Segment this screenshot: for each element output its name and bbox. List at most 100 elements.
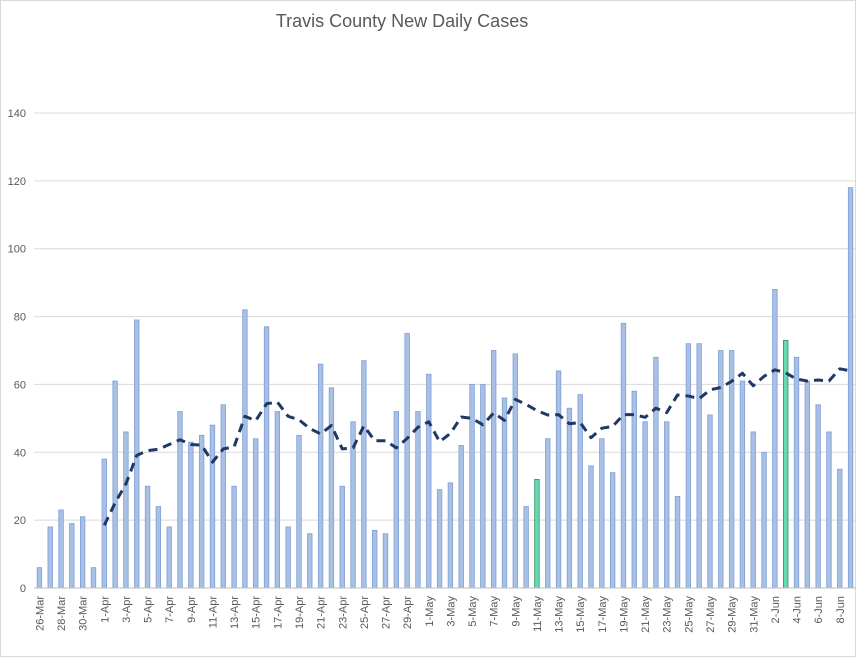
moving-average-line	[102, 367, 851, 526]
bar	[69, 523, 75, 589]
x-tick-label: 3-May	[445, 596, 457, 627]
bar	[393, 411, 399, 589]
bar	[555, 370, 562, 589]
bar	[436, 489, 443, 589]
bar	[620, 322, 627, 589]
x-tick-label: 31-May	[748, 596, 760, 633]
x-tick-label: 8-Jun	[835, 596, 847, 624]
x-tick-label: 17-May	[597, 596, 609, 633]
y-tick-label: 100	[8, 244, 26, 256]
x-tick-label: 28-Mar	[56, 596, 68, 631]
x-tick-label: 7-May	[489, 596, 501, 627]
x-axis-ticks: 26-Mar 28-Mar 30-Mar 1-Apr 3-Apr 5-Apr 7-Apr 9-…	[34, 596, 846, 633]
x-tick-label: 23-May	[662, 596, 674, 633]
bar	[112, 380, 118, 589]
bar	[728, 350, 735, 589]
bar	[815, 404, 821, 589]
bar	[36, 567, 43, 589]
bar	[198, 434, 205, 589]
x-tick-label: 5-May	[467, 596, 479, 627]
x-tick-label: 30-Mar	[78, 596, 90, 631]
bar	[588, 465, 594, 589]
x-tick-label: 23-Apr	[337, 596, 349, 629]
y-tick-label: 140	[8, 108, 26, 120]
bar	[761, 451, 767, 589]
bar	[793, 356, 800, 589]
bar	[566, 407, 573, 589]
bar	[739, 380, 746, 589]
bar	[317, 363, 324, 589]
bar	[772, 289, 778, 589]
bar	[685, 343, 692, 589]
bar	[804, 380, 810, 589]
x-tick-label: 15-May	[575, 596, 587, 633]
bar	[609, 472, 616, 589]
bar	[328, 387, 335, 589]
bar	[674, 495, 681, 589]
bar	[90, 567, 97, 589]
x-tick-label: 11-May	[532, 596, 544, 632]
bar	[490, 350, 497, 589]
x-tick-label: 13-May	[554, 596, 566, 633]
bar	[47, 526, 53, 589]
y-tick-label: 60	[14, 379, 26, 391]
x-tick-label: 3-Apr	[121, 596, 133, 623]
bar	[372, 529, 378, 589]
bar	[512, 353, 518, 589]
bar	[826, 431, 832, 589]
y-axis-ticks: 0 20 40 60 80 100 120 140	[8, 108, 26, 595]
x-tick-label: 11-Apr	[207, 596, 219, 629]
highlighted-bar	[783, 339, 789, 589]
x-tick-label: 1-May	[424, 596, 436, 627]
bar	[155, 506, 162, 589]
bar	[653, 356, 659, 589]
x-tick-label: 15-Apr	[251, 596, 263, 629]
x-tick-label: 6-Jun	[813, 596, 825, 624]
bar	[404, 333, 410, 589]
bar	[166, 526, 172, 589]
bar	[718, 350, 724, 589]
x-tick-label: 17-Apr	[272, 596, 284, 629]
x-tick-label: 9-May	[510, 596, 522, 627]
bar	[750, 431, 756, 589]
bar	[188, 441, 194, 589]
bar	[642, 421, 648, 589]
x-tick-label: 25-May	[683, 596, 695, 633]
bar	[664, 421, 670, 589]
x-tick-label: 21-May	[640, 596, 652, 633]
bar	[177, 411, 183, 589]
x-tick-label: 19-May	[618, 596, 630, 633]
y-tick-label: 80	[14, 312, 26, 324]
bar	[220, 404, 226, 589]
bar	[296, 434, 302, 589]
highlighted-bar	[534, 479, 540, 589]
y-tick-label: 0	[20, 583, 26, 595]
bar	[361, 360, 367, 589]
bar	[707, 414, 713, 589]
bar	[144, 485, 151, 589]
bar	[253, 438, 259, 589]
bar	[480, 384, 486, 589]
chart-title: Travis County New Daily Cases	[275, 11, 529, 31]
moving-average-layer	[102, 367, 851, 526]
x-tick-label: 13-Apr	[229, 596, 241, 629]
bars	[36, 187, 854, 589]
bar	[447, 482, 454, 589]
y-tick-label: 120	[8, 176, 26, 188]
bar	[242, 309, 248, 589]
bar	[545, 438, 551, 589]
bar	[501, 397, 508, 589]
x-tick-label: 29-Apr	[402, 596, 414, 629]
bar	[58, 509, 64, 589]
x-tick-label: 26-Mar	[34, 596, 46, 631]
bar	[307, 533, 313, 589]
bar	[382, 533, 389, 589]
x-tick-label: 25-Apr	[359, 596, 371, 629]
x-tick-label: 4-Jun	[792, 596, 804, 624]
bar	[415, 411, 421, 589]
x-tick-label: 19-Apr	[294, 596, 306, 629]
bar	[837, 468, 843, 589]
bar	[458, 445, 464, 589]
